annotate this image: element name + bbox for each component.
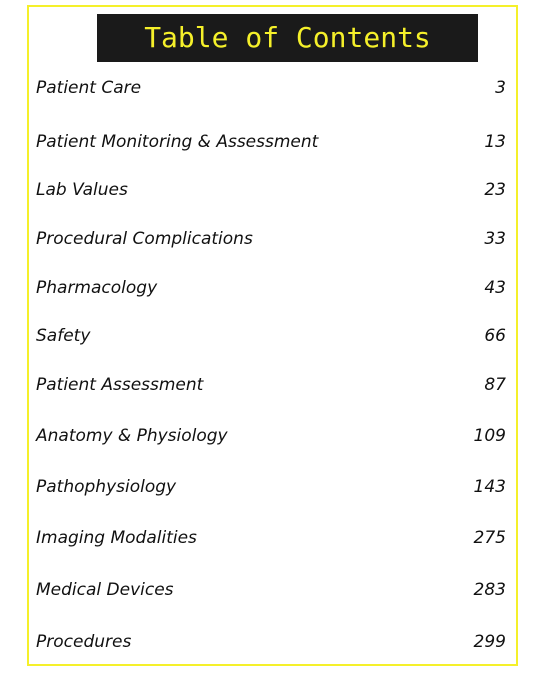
entry-page-number: 3 bbox=[495, 78, 506, 98]
toc-entry: Imaging Modalities 275 bbox=[36, 526, 506, 550]
entry-label: Patient Care bbox=[36, 78, 142, 98]
entry-label: Pathophysiology bbox=[36, 477, 177, 497]
entry-label: Procedures bbox=[36, 632, 132, 652]
toc-entry: Anatomy & Physiology 109 bbox=[36, 424, 506, 448]
toc-entry: Medical Devices 283 bbox=[36, 578, 506, 602]
toc-entry: Procedures 299 bbox=[36, 630, 506, 654]
entry-label: Imaging Modalities bbox=[36, 528, 197, 548]
entry-page-number: 66 bbox=[484, 326, 506, 346]
entry-label: Patient Monitoring & Assessment bbox=[36, 132, 319, 152]
entry-label: Safety bbox=[36, 326, 91, 346]
toc-title: Table of Contents bbox=[97, 14, 478, 62]
entry-page-number: 109 bbox=[473, 426, 506, 446]
entry-page-number: 13 bbox=[484, 132, 506, 152]
toc-entry: Pathophysiology 143 bbox=[36, 475, 506, 499]
toc-entry: Patient Care 3 bbox=[36, 76, 506, 100]
entry-page-number: 33 bbox=[484, 229, 506, 249]
page-frame bbox=[27, 5, 518, 666]
toc-entry: Patient Monitoring & Assessment 13 bbox=[36, 130, 506, 154]
entry-page-number: 283 bbox=[473, 580, 506, 600]
entry-label: Anatomy & Physiology bbox=[36, 426, 228, 446]
toc-entry: Safety 66 bbox=[36, 324, 506, 348]
toc-entry: Pharmacology 43 bbox=[36, 276, 506, 300]
entry-label: Patient Assessment bbox=[36, 375, 204, 395]
entry-label: Pharmacology bbox=[36, 278, 158, 298]
entry-label: Lab Values bbox=[36, 180, 128, 200]
entry-page-number: 87 bbox=[484, 375, 506, 395]
entry-page-number: 43 bbox=[484, 278, 506, 298]
entry-page-number: 275 bbox=[473, 528, 506, 548]
entry-page-number: 143 bbox=[473, 477, 506, 497]
entry-label: Medical Devices bbox=[36, 580, 174, 600]
entry-page-number: 299 bbox=[473, 632, 506, 652]
entry-label: Procedural Complications bbox=[36, 229, 253, 249]
toc-entry: Lab Values 23 bbox=[36, 178, 506, 202]
toc-entry: Procedural Complications 33 bbox=[36, 227, 506, 251]
entry-page-number: 23 bbox=[484, 180, 506, 200]
toc-entry: Patient Assessment 87 bbox=[36, 373, 506, 397]
